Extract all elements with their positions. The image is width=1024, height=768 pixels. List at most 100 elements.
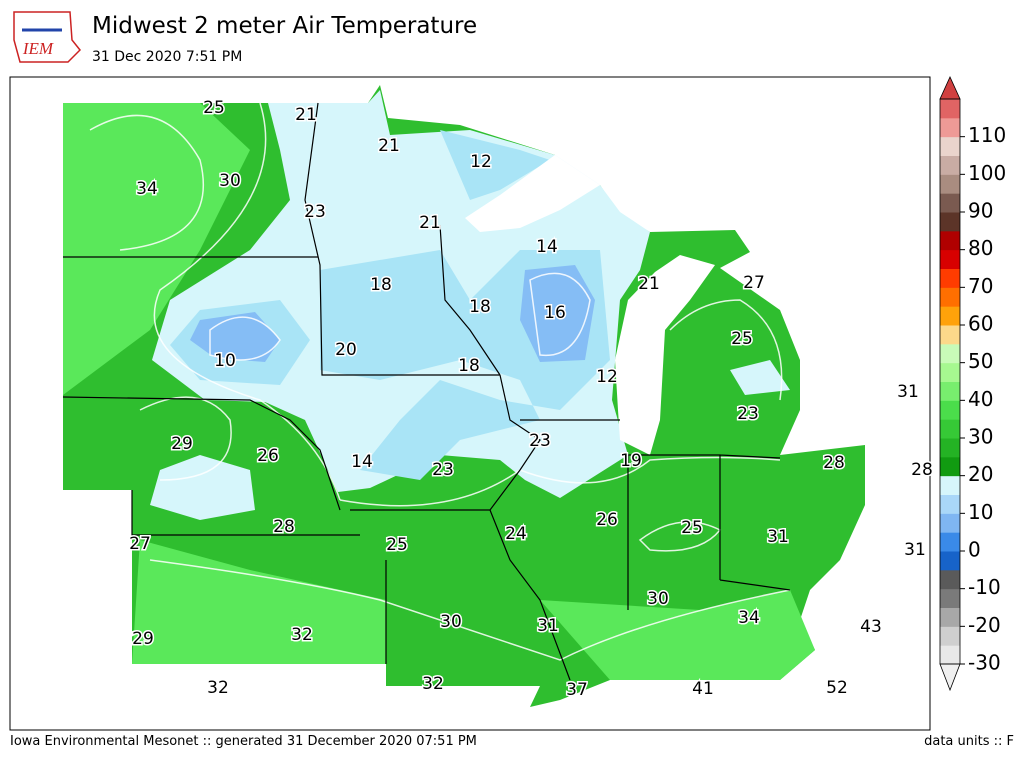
colorbar-tick-label: -20: [968, 613, 1001, 637]
state-borders: [62, 102, 791, 681]
station-value: 32: [422, 674, 444, 694]
colorbar-bin: [940, 475, 960, 495]
station-value: 18: [469, 297, 491, 317]
station-value: 25: [731, 329, 753, 349]
warm-west: [63, 103, 815, 680]
station-value: 31: [904, 540, 926, 560]
colorbar-bin: [940, 381, 960, 401]
footer-left: Iowa Environmental Mesonet :: generated …: [10, 734, 477, 749]
colorbar-tick-label: 100: [968, 161, 1006, 185]
station-value: 18: [370, 275, 392, 295]
colorbar-bin: [940, 607, 960, 627]
colorbar-over: [939, 76, 961, 100]
station-value: 34: [738, 608, 760, 628]
colorbar-bin: [940, 400, 960, 420]
colorbar-bin: [940, 494, 960, 514]
colorbar-tick-label: 20: [968, 462, 993, 486]
station-value: 26: [596, 510, 618, 530]
station-value: 23: [432, 460, 454, 480]
station-values: 25 21 21 12 34 30 23 21 14 18 18 21 27 16 25 10 20 18 12 31…: [128, 97, 935, 702]
colorbar-under: [939, 663, 961, 692]
lake-michigan: [615, 255, 715, 455]
colorbar-bin: [940, 212, 960, 232]
station-value: 10: [214, 351, 236, 371]
colorbar-bin: [940, 343, 960, 364]
station-value: 23: [529, 431, 551, 451]
station-value: 31: [897, 382, 919, 402]
station-value: 28: [273, 517, 295, 537]
colorbar-bin: [940, 287, 960, 307]
footer-right: data units :: F: [924, 734, 1014, 749]
cool-zone: [170, 130, 610, 480]
station-value: 25: [203, 98, 225, 118]
colorbar-bin: [940, 513, 960, 533]
station-value: 20: [335, 340, 357, 360]
colorbar-bin: [940, 626, 960, 646]
colorbar-bin: [940, 325, 960, 345]
station-value: 32: [291, 625, 313, 645]
colorbar-bin: [940, 438, 960, 458]
station-value: 52: [826, 678, 848, 698]
colorbar-frame: [939, 98, 961, 665]
station-value: 27: [743, 273, 765, 293]
colorbar-bin: [940, 588, 960, 608]
station-value: 23: [304, 202, 326, 222]
colorbar-bin: [940, 174, 960, 194]
station-value: 27: [129, 534, 151, 554]
colorbar-tick-label: 40: [968, 387, 993, 411]
station-value: 14: [351, 452, 373, 472]
colorbar-bin: [940, 645, 960, 665]
colorbar-bin: [940, 99, 960, 119]
station-value: 28: [911, 460, 933, 480]
colorbar-bin: [940, 230, 960, 251]
station-value: 21: [419, 213, 441, 233]
station-value: 43: [860, 617, 882, 637]
colorbar-tick-label: 90: [968, 199, 993, 223]
station-value: 12: [470, 152, 492, 172]
colorbar-tick-label: 70: [968, 274, 993, 298]
colorbar-bin: [940, 155, 960, 175]
colorbar-bin: [940, 456, 960, 477]
station-value: 14: [536, 237, 558, 257]
colorbar-tick-label: -30: [968, 651, 1001, 675]
station-value: 31: [537, 616, 559, 636]
colorbar-bin: [940, 419, 960, 439]
subtitle: 31 Dec 2020 7:51 PM: [92, 49, 242, 65]
colorbar-tick-label: 0: [968, 538, 981, 562]
station-value: 23: [737, 404, 759, 424]
station-value: 25: [386, 535, 408, 555]
logo-text: IEM: [22, 39, 54, 58]
colorbar-tick-label: -10: [968, 575, 1001, 599]
cold-core: [190, 265, 595, 362]
map: [9, 76, 931, 731]
colorbar-bin: [940, 551, 960, 571]
colorbar-bin: [940, 569, 960, 590]
colorbar: -30 -20 -10 0 10 20 30 40 50 60 70 80 90 100 110: [939, 76, 1006, 692]
station-value: 29: [171, 434, 193, 454]
station-value: 34: [136, 179, 158, 199]
station-value: 31: [767, 527, 789, 547]
station-value: 21: [378, 136, 400, 156]
station-value: 29: [132, 629, 154, 649]
colorbar-bin: [940, 136, 960, 156]
colorbar-tick-label: 110: [968, 123, 1006, 147]
station-value: 28: [823, 453, 845, 473]
colorbar-bin: [940, 249, 960, 269]
station-value: 30: [440, 612, 462, 632]
station-value: 30: [219, 171, 241, 191]
station-value: 26: [257, 446, 279, 466]
colorbar-tick-label: 10: [968, 500, 993, 524]
station-value: 21: [295, 105, 317, 125]
station-value: 19: [620, 451, 642, 471]
station-value: 32: [207, 678, 229, 698]
colorbar-bin: [940, 193, 960, 213]
title: Midwest 2 meter Air Temperature: [92, 13, 477, 39]
colorbar-bin: [940, 532, 960, 552]
colorbar-tick-label: 60: [968, 312, 993, 336]
station-value: 30: [647, 589, 669, 609]
colorbar-tick-label: 50: [968, 349, 993, 373]
colorbar-tick-label: 30: [968, 425, 993, 449]
colorbar-bin: [940, 117, 960, 138]
logo: IEM: [13, 11, 82, 63]
